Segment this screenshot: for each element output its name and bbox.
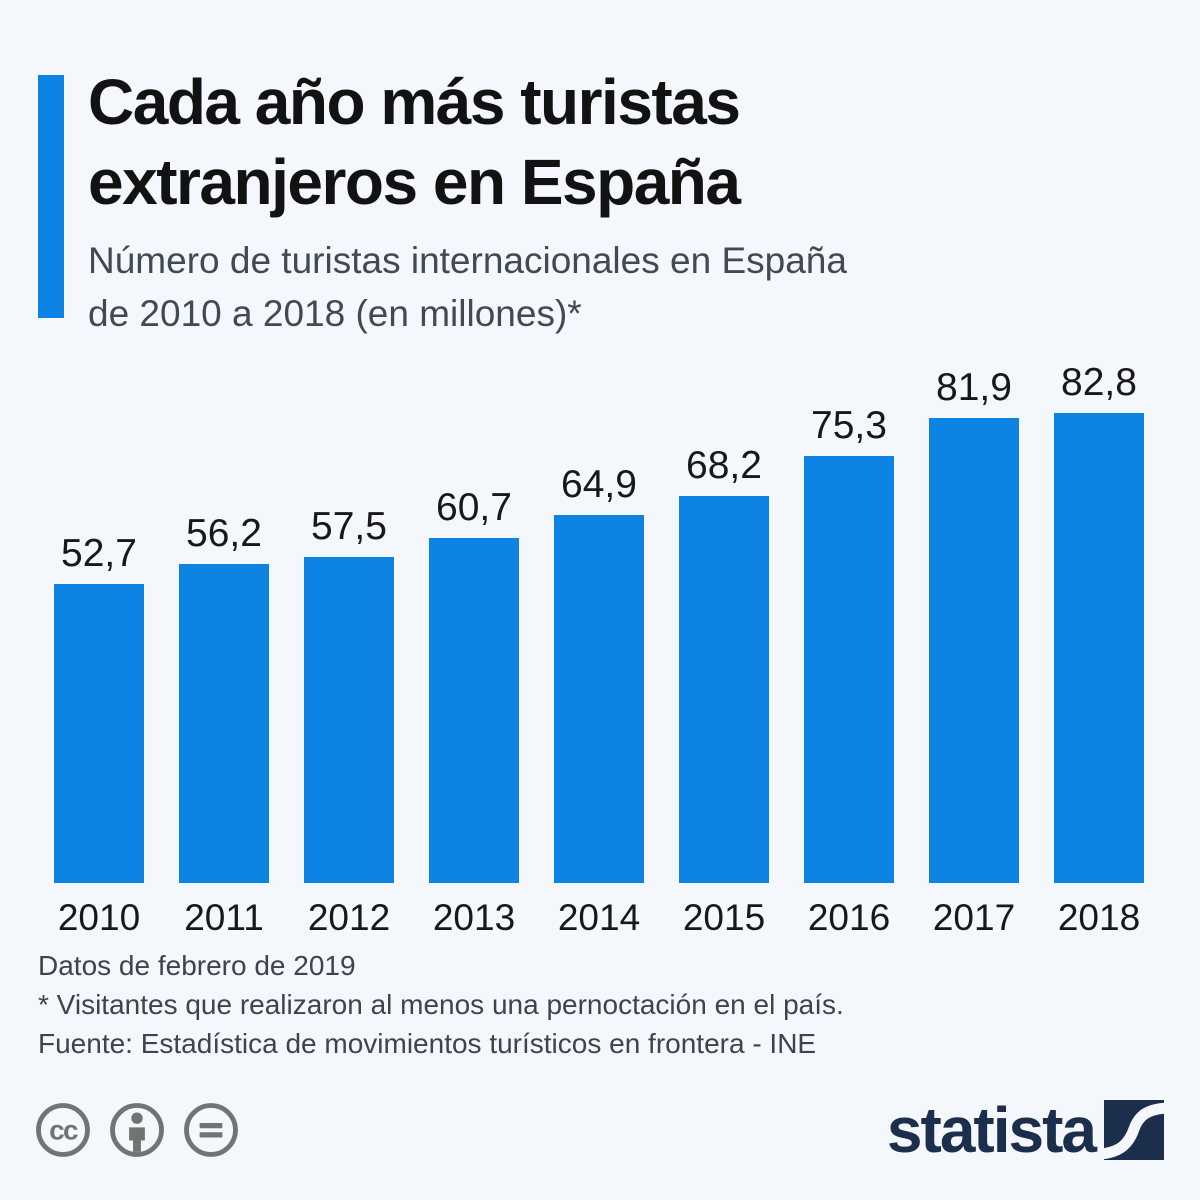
- title-accent-bar: [38, 75, 64, 318]
- x-axis-label-2015: 2015: [682, 897, 766, 938]
- footer-date-note: Datos de febrero de 2019: [38, 950, 356, 981]
- bar-value-label-2012: 57,5: [311, 505, 387, 548]
- bar-2014: [554, 515, 644, 883]
- x-axis-label-2018: 2018: [1057, 897, 1141, 938]
- x-axis-label-2011: 2011: [184, 897, 264, 938]
- bar-group-2014: 64,9 2014: [554, 463, 644, 940]
- x-axis-label-2016: 2016: [807, 897, 891, 938]
- bar-2010: [54, 584, 144, 883]
- chart-subtitle-line2: de 2010 a 2018 (en millones)*: [88, 293, 582, 334]
- bar-group-2013: 60,7 2013: [429, 486, 519, 940]
- bar-value-label-2018: 82,8: [1061, 361, 1137, 404]
- footer-source-note: Fuente: Estadística de movimientos turís…: [38, 1028, 817, 1059]
- footer-notes: Datos de febrero de 2019 * Visitantes qu…: [38, 946, 844, 1063]
- chart-title-line1: Cada año más turistas: [88, 66, 741, 138]
- bar-value-label-2013: 60,7: [436, 486, 512, 529]
- bar-group-2011: 56,2 2011: [179, 512, 269, 940]
- x-axis-label-2017: 2017: [932, 897, 1016, 938]
- svg-text:cc: cc: [49, 1115, 78, 1146]
- bar-value-label-2015: 68,2: [686, 444, 762, 487]
- statista-logo-mark: [1104, 1100, 1164, 1160]
- x-axis-label-2013: 2013: [432, 897, 516, 938]
- bar-group-2012: 57,5 2012: [304, 505, 394, 940]
- bar-chart: 52,7 2010 56,2 2011 57,5 2012 60,7 2013 64,9 2014…: [54, 355, 1144, 940]
- bar-2017: [929, 418, 1019, 883]
- x-axis-label-2014: 2014: [557, 897, 641, 938]
- no-derivatives-equals-icon: [183, 1102, 239, 1158]
- chart-subtitle-line1: Número de turistas internacionales en Es…: [88, 240, 847, 281]
- bar-value-label-2011: 56,2: [186, 512, 262, 555]
- bar-2012: [304, 557, 394, 883]
- bar-2018: [1054, 413, 1144, 883]
- bar-value-label-2014: 64,9: [561, 463, 637, 506]
- chart-subtitle: Número de turistas internacionales en Es…: [88, 234, 1138, 340]
- cc-icon: cc: [35, 1102, 91, 1158]
- footer-asterisk-note: * Visitantes que realizaron al menos una…: [38, 989, 844, 1020]
- bar-value-label-2010: 52,7: [61, 532, 137, 575]
- bar-2013: [429, 538, 519, 883]
- bar-value-label-2016: 75,3: [811, 404, 887, 447]
- chart-title-line2: extranjeros en España: [88, 146, 741, 218]
- bar-2016: [804, 456, 894, 883]
- bar-group-2015: 68,2 2015: [679, 444, 769, 940]
- bar-value-label-2017: 81,9: [936, 366, 1012, 409]
- bar-2015: [679, 496, 769, 883]
- statista-logo-text: statista: [886, 1094, 1097, 1166]
- attribution-person-icon: [109, 1102, 165, 1158]
- x-axis-label-2012: 2012: [307, 897, 391, 938]
- license-icons: cc: [35, 1102, 239, 1158]
- x-axis-label-2010: 2010: [57, 897, 141, 938]
- statista-logo: statista: [887, 1098, 1164, 1162]
- bar-group-2010: 52,7 2010: [54, 532, 144, 940]
- bar-group-2017: 81,9 2017: [929, 366, 1019, 940]
- bar-group-2018: 82,8 2018: [1054, 361, 1144, 940]
- chart-title: Cada año más turistas extranjeros en Esp…: [88, 62, 1138, 222]
- bar-2011: [179, 564, 269, 883]
- bar-group-2016: 75,3 2016: [804, 404, 894, 940]
